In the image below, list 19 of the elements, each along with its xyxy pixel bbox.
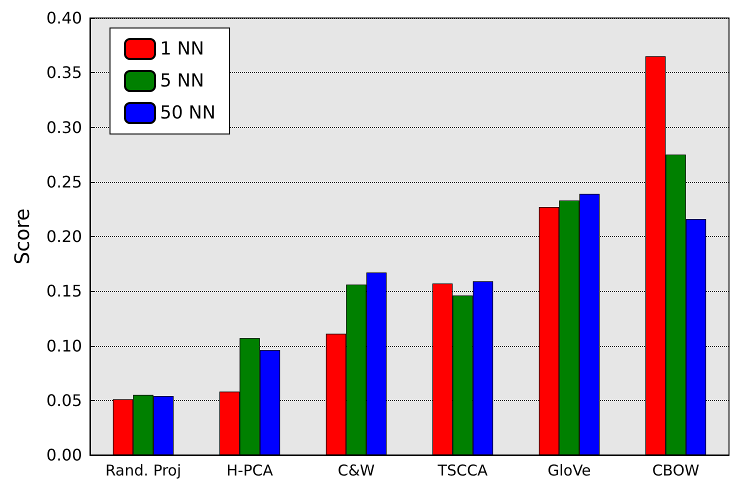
- y-tick-label: 0.25: [46, 172, 82, 192]
- legend-label: 1 NN: [160, 38, 204, 60]
- legend-label: 50 NN: [160, 102, 216, 124]
- x-tick-label: Rand. Proj: [105, 462, 182, 480]
- y-tick-label: 0.10: [46, 336, 82, 356]
- y-tick-label: 0.20: [46, 227, 82, 246]
- x-tick-label: C&W: [338, 462, 375, 480]
- y-tick-label: 0.15: [46, 282, 82, 301]
- y-tick-label: 0.05: [46, 390, 82, 410]
- y-tick-label: 0.35: [46, 63, 82, 82]
- x-tick-label: H-PCA: [226, 462, 274, 480]
- y-tick-label: 0.30: [46, 118, 82, 137]
- y-tick-label: 0.00: [46, 446, 82, 464]
- y-tick-label: 0.40: [46, 8, 82, 28]
- x-tick-label: GloVe: [548, 462, 591, 480]
- x-tick-label: CBOW: [652, 462, 700, 480]
- legend-label: 5 NN: [160, 70, 204, 92]
- x-tick-label: TSCCA: [436, 462, 488, 480]
- y-axis-title: Score: [10, 208, 34, 265]
